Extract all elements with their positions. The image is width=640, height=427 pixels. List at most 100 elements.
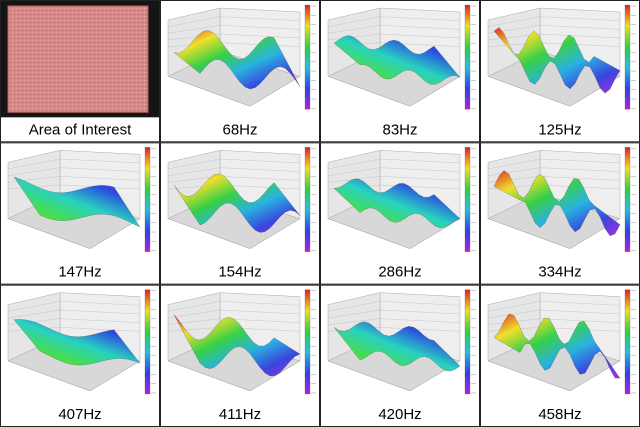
panel-caption: 154Hz: [218, 264, 261, 281]
mode-surface: [173, 314, 301, 377]
panel: 68Hz: [160, 0, 320, 143]
grid-line: [327, 318, 381, 325]
grid-line: [167, 301, 221, 312]
grid-line: [7, 176, 61, 183]
grid-line: [487, 301, 541, 312]
panel: 420Hz: [320, 284, 480, 427]
grid-line: [7, 318, 61, 325]
panel-border: [320, 0, 480, 143]
panel-border: [0, 0, 160, 143]
grid-line: [327, 158, 381, 170]
colorbar: [304, 147, 311, 252]
grid-line: [167, 158, 221, 170]
panel-border: [160, 142, 320, 285]
colorbar: [624, 147, 631, 252]
panel-border: [0, 142, 160, 285]
panel: 334Hz: [480, 142, 640, 285]
grid-line: [167, 309, 221, 319]
colorbar: [464, 4, 471, 110]
grid-line: [379, 318, 461, 323]
grid-line: [539, 25, 621, 30]
grid-line: [59, 318, 141, 323]
grid-line: [379, 176, 461, 181]
grid-line: [539, 33, 621, 39]
panel-border: [0, 284, 160, 427]
grid-line: [379, 16, 461, 21]
grid-line: [167, 318, 221, 325]
mode-surface: [333, 321, 461, 372]
grid-line: [219, 301, 301, 306]
panel: 125Hz: [480, 0, 640, 143]
panel-caption: 458Hz: [538, 406, 581, 423]
grid-line: [219, 158, 301, 164]
colorbar: [144, 147, 151, 252]
grid-line: [167, 16, 221, 27]
grid-line: [379, 158, 461, 164]
grid-line: [7, 309, 61, 319]
panel: 458Hz: [480, 284, 640, 427]
colorbar: [304, 4, 311, 110]
grid-line: [59, 301, 141, 306]
grid-line: [379, 167, 461, 172]
panel: 411Hz: [160, 284, 320, 427]
panel-border: [320, 142, 480, 285]
panel-caption: 334Hz: [538, 264, 581, 281]
panel: 154Hz: [160, 142, 320, 285]
panel-caption: 125Hz: [538, 121, 581, 138]
grid-line: [539, 301, 621, 306]
grid-line: [167, 25, 221, 34]
panel-caption: 83Hz: [382, 121, 417, 138]
grid-line: [327, 167, 381, 176]
panel-caption: Area of Interest: [29, 121, 132, 138]
grid-line: [219, 167, 301, 172]
mode-surface: [173, 173, 301, 233]
grid-line: [379, 25, 461, 30]
grid-line: [327, 16, 381, 27]
grid-line: [539, 167, 621, 172]
colorbar: [624, 4, 631, 110]
panel-border: [160, 284, 320, 427]
grid-line: [7, 167, 61, 176]
panel: 286Hz: [320, 142, 480, 285]
grid-line: [59, 158, 141, 164]
grid-line: [59, 167, 141, 172]
grid-line: [379, 301, 461, 306]
panel-border: [320, 284, 480, 427]
grid-line: [7, 158, 61, 170]
grid-line: [7, 301, 61, 312]
colorbar: [464, 289, 471, 395]
mode-surface: [13, 176, 141, 228]
panel: 407Hz: [0, 284, 160, 427]
panel-caption: 147Hz: [58, 264, 101, 281]
grid-line: [327, 309, 381, 319]
grid-line: [59, 327, 141, 332]
grid-line: [487, 158, 541, 170]
mode-surface: [333, 178, 461, 229]
panel: 147Hz: [0, 142, 160, 285]
panel: Area of Interest: [0, 0, 160, 143]
grid-line: [379, 184, 461, 190]
colorbar: [144, 289, 151, 395]
grid-line: [59, 309, 141, 315]
grid-line: [219, 25, 301, 30]
grid-line: [327, 25, 381, 34]
grid-line: [219, 16, 301, 21]
grid-line: [219, 309, 301, 315]
panel-caption: 407Hz: [58, 406, 101, 423]
panel-caption: 68Hz: [222, 121, 257, 138]
grid-line: [539, 158, 621, 164]
sample-plate: [7, 5, 149, 113]
grid-line: [219, 33, 301, 39]
panel-caption: 420Hz: [378, 406, 421, 423]
mode-surface: [333, 35, 461, 85]
grid-line: [167, 167, 221, 176]
panel-border: [160, 0, 320, 143]
grid-line: [539, 16, 621, 21]
grid-line: [327, 33, 381, 41]
grid-line: [167, 327, 221, 332]
grid-line: [539, 318, 621, 323]
mode-surface: [493, 313, 621, 379]
grid-line: [487, 309, 541, 319]
grid-line: [539, 309, 621, 315]
